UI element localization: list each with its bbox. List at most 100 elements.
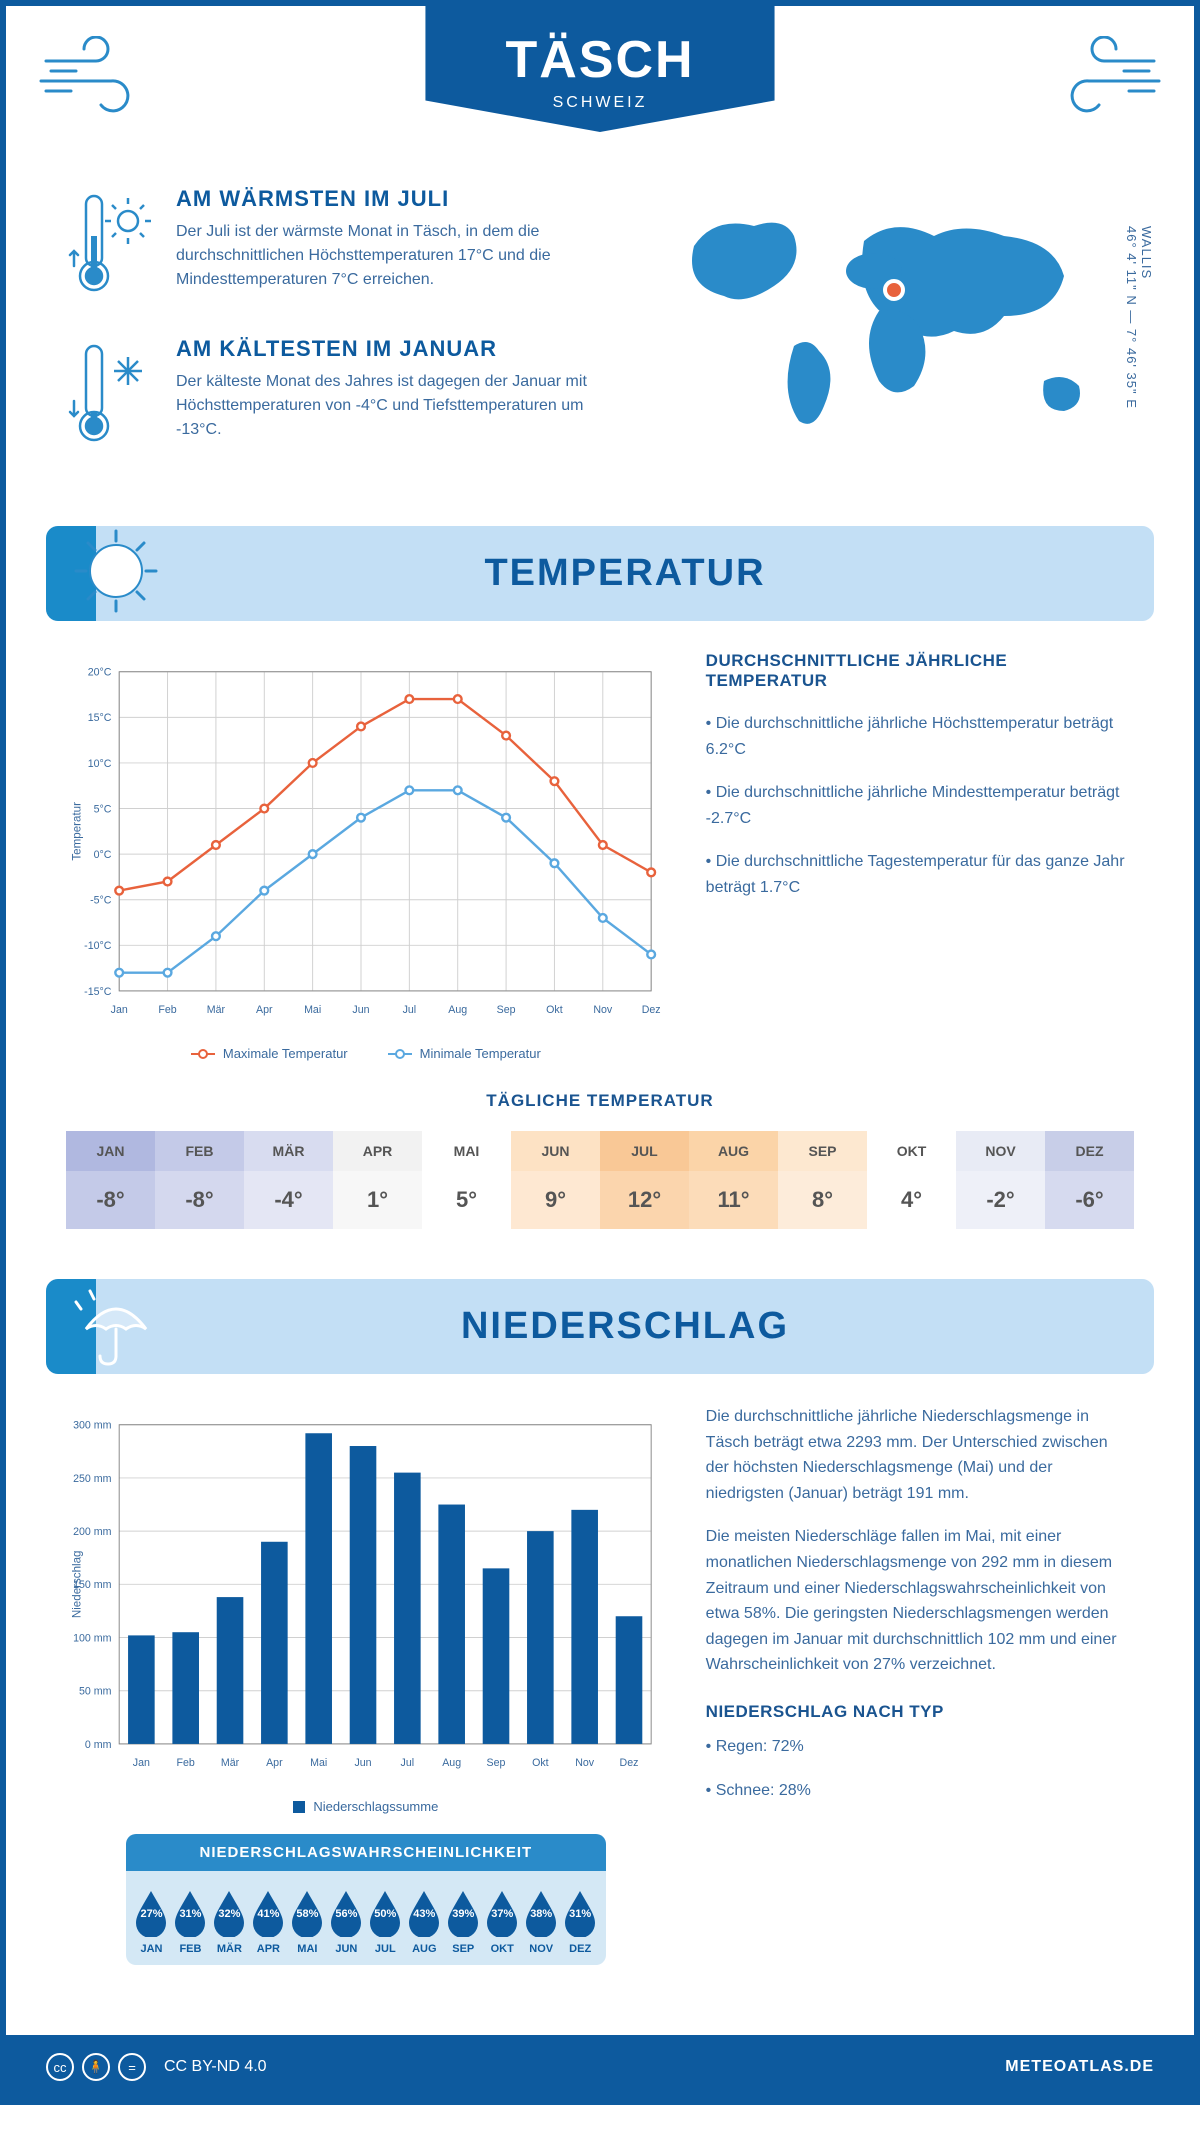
world-map [654,186,1134,446]
svg-text:Mai: Mai [310,1757,327,1769]
svg-text:50 mm: 50 mm [79,1686,112,1698]
daily-temp-cell: APR 1° [333,1131,422,1229]
city-title: TÄSCH [505,30,694,90]
precip-type-item: • Schnee: 28% [706,1778,1134,1804]
svg-text:250 mm: 250 mm [73,1473,112,1485]
daily-temperature: TÄGLICHE TEMPERATUR JAN -8° FEB -8° MÄR … [6,1091,1194,1269]
location-marker [885,281,903,299]
svg-text:100 mm: 100 mm [73,1632,112,1644]
svg-text:Aug: Aug [448,1004,467,1016]
daily-temp-title: TÄGLICHE TEMPERATUR [66,1091,1134,1111]
wind-icon-left [36,36,156,116]
svg-text:Mai: Mai [304,1004,321,1016]
daily-temp-cell: MAI 5° [422,1131,511,1229]
temperature-line-chart: -15°C-10°C-5°C0°C5°C10°C15°C20°CJanFebMä… [66,651,666,1031]
precipitation-info: Die durchschnittliche jährliche Niedersc… [706,1404,1134,2005]
svg-text:Sep: Sep [487,1757,506,1769]
coords-label: 46° 4' 11" N — 7° 46' 35" E [1124,226,1139,409]
daily-temp-cell: AUG 11° [689,1131,778,1229]
cold-fact-title: AM KÄLTESTEN IM JANUAR [176,336,624,362]
license-text: CC BY-ND 4.0 [164,2058,267,2076]
cc-icon: cc [46,2053,74,2081]
probability-cell: 37% OKT [483,1889,522,1955]
probability-cell: 39% SEP [444,1889,483,1955]
thermometer-snow-icon [66,336,156,456]
daily-temp-grid: JAN -8° FEB -8° MÄR -4° APR 1° MAI 5° JU… [66,1131,1134,1229]
umbrella-icon [66,1279,166,1374]
svg-text:Jan: Jan [111,1004,128,1016]
precipitation-bar-chart: 0 mm50 mm100 mm150 mm200 mm250 mm300 mmN… [66,1404,666,1784]
warm-fact-title: AM WÄRMSTEN IM JULI [176,186,624,212]
probability-cell: 50% JUL [366,1889,405,1955]
svg-text:Okt: Okt [546,1004,563,1016]
svg-text:-15°C: -15°C [84,986,112,998]
svg-text:Niederschlag: Niederschlag [71,1550,84,1618]
svg-text:Jun: Jun [352,1004,369,1016]
svg-text:Feb: Feb [177,1757,195,1769]
precipitation-section-header: NIEDERSCHLAG [46,1279,1154,1374]
temperature-legend: Maximale Temperatur Minimale Temperatur [66,1046,666,1061]
daily-temp-cell: JUL 12° [600,1131,689,1229]
svg-text:15°C: 15°C [88,712,112,724]
precipitation-by-type: NIEDERSCHLAG NACH TYP • Regen: 72%• Schn… [706,1702,1134,1803]
daily-temp-cell: DEZ -6° [1045,1131,1134,1229]
probability-cell: 31% DEZ [561,1889,600,1955]
legend-max-label: Maximale Temperatur [223,1046,348,1061]
svg-text:Mär: Mär [221,1757,240,1769]
svg-text:Dez: Dez [620,1757,639,1769]
raindrop-icon: 38% [522,1889,560,1937]
probability-cell: 27% JAN [132,1889,171,1955]
raindrop-icon: 50% [366,1889,404,1937]
facts-column: AM WÄRMSTEN IM JULI Der Juli ist der wär… [66,186,624,486]
nd-icon: = [118,2053,146,2081]
svg-text:Jul: Jul [401,1757,415,1769]
warm-fact-text: Der Juli ist der wärmste Monat in Täsch,… [176,220,624,292]
probability-panel: NIEDERSCHLAGSWAHRSCHEINLICHKEIT 27% JAN … [126,1834,606,1965]
svg-text:Mär: Mär [207,1004,226,1016]
infographic-frame: TÄSCH SCHWEIZ [0,0,1200,2105]
country-subtitle: SCHWEIZ [505,94,694,112]
daily-temp-cell: NOV -2° [956,1131,1045,1229]
raindrop-icon: 39% [444,1889,482,1937]
svg-text:Jan: Jan [133,1757,150,1769]
svg-text:300 mm: 300 mm [73,1420,112,1432]
legend-precip-label: Niederschlagssumme [313,1799,438,1814]
site-name: METEOATLAS.DE [1005,2058,1154,2076]
svg-text:Sep: Sep [497,1004,516,1016]
precip-text-1: Die durchschnittliche jährliche Niedersc… [706,1404,1134,1506]
region-label: WALLIS [1139,226,1154,279]
precipitation-body: 0 mm50 mm100 mm150 mm200 mm250 mm300 mmN… [6,1404,1194,2035]
svg-text:Jun: Jun [354,1757,371,1769]
svg-text:Okt: Okt [532,1757,549,1769]
probability-cell: 41% APR [249,1889,288,1955]
raindrop-icon: 31% [561,1889,599,1937]
svg-text:0 mm: 0 mm [85,1739,112,1751]
svg-text:-5°C: -5°C [90,895,112,907]
raindrop-icon: 32% [210,1889,248,1937]
svg-text:-10°C: -10°C [84,940,112,952]
raindrop-icon: 43% [405,1889,443,1937]
probability-cell: 56% JUN [327,1889,366,1955]
svg-text:Nov: Nov [593,1004,613,1016]
intro-section: AM WÄRMSTEN IM JULI Der Juli ist der wär… [6,166,1194,516]
cold-fact: AM KÄLTESTEN IM JANUAR Der kälteste Mona… [66,336,624,456]
svg-text:Apr: Apr [256,1004,273,1016]
temp-bullet: • Die durchschnittliche jährliche Mindes… [706,780,1134,831]
legend-min-label: Minimale Temperatur [420,1046,541,1061]
probability-cell: 43% AUG [405,1889,444,1955]
probability-cell: 38% NOV [522,1889,561,1955]
probability-cell: 32% MÄR [210,1889,249,1955]
svg-text:Nov: Nov [575,1757,595,1769]
svg-text:Dez: Dez [642,1004,661,1016]
raindrop-icon: 27% [132,1889,170,1937]
license-block: cc 🧍 = CC BY-ND 4.0 [46,2053,267,2081]
raindrop-icon: 56% [327,1889,365,1937]
title-banner: TÄSCH SCHWEIZ [425,6,774,132]
precipitation-legend: Niederschlagssumme [66,1799,666,1814]
daily-temp-cell: JAN -8° [66,1131,155,1229]
raindrop-icon: 41% [249,1889,287,1937]
daily-temp-cell: JUN 9° [511,1131,600,1229]
cold-fact-text: Der kälteste Monat des Jahres ist dagege… [176,370,624,442]
coordinates: WALLIS 46° 4' 11" N — 7° 46' 35" E [1124,226,1154,409]
raindrop-icon: 58% [288,1889,326,1937]
